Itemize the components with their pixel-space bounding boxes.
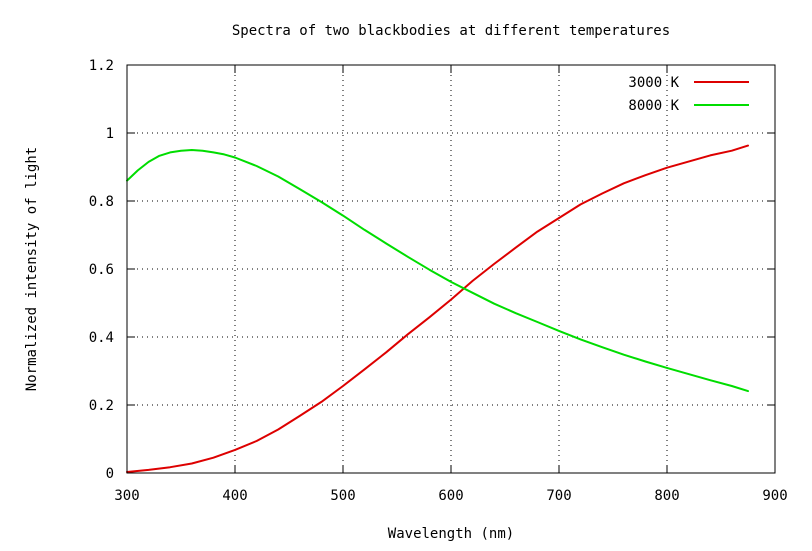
- y-axis-label: Normalized intensity of light: [24, 147, 40, 391]
- x-tick-label: 800: [654, 488, 679, 504]
- x-tick-label: 600: [438, 488, 463, 504]
- x-tick-label: 700: [546, 488, 571, 504]
- legend-label: 3000 K: [628, 75, 679, 91]
- x-axis-label: Wavelength (nm): [388, 526, 514, 542]
- plot-frame: [126, 64, 776, 474]
- chart-title: Spectra of two blackbodies at different …: [232, 23, 670, 39]
- grid: [127, 65, 775, 473]
- y-tick-label: 1: [106, 126, 114, 142]
- x-tick-label: 900: [762, 488, 787, 504]
- axis-ticks: 300 400 500 600 700 800 900 0 0.2 0.4 0.6 0.8 1 1.2: [89, 58, 788, 504]
- series-line-0: [126, 144, 749, 473]
- y-tick-label: 1.2: [89, 58, 114, 74]
- x-tick-label: 500: [330, 488, 355, 504]
- y-tick-label: 0.4: [89, 330, 114, 346]
- y-tick-label: 0.8: [89, 194, 114, 210]
- legend-label: 8000 K: [628, 98, 679, 114]
- y-tick-label: 0.2: [89, 398, 114, 414]
- plot-area: [126, 144, 749, 473]
- legend: 3000 K 8000 K: [628, 75, 749, 114]
- y-tick-label: 0.6: [89, 262, 114, 278]
- x-tick-label: 400: [222, 488, 247, 504]
- series-line-1: [126, 149, 749, 393]
- x-tick-label: 300: [114, 488, 139, 504]
- y-tick-label: 0: [106, 466, 114, 482]
